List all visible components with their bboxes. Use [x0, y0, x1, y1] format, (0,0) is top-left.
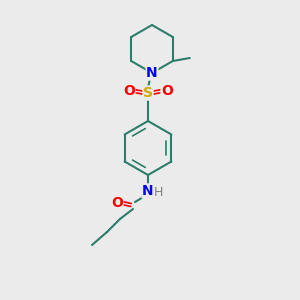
- Text: N: N: [142, 184, 154, 198]
- Text: N: N: [146, 66, 158, 80]
- Text: O: O: [161, 84, 173, 98]
- Text: O: O: [123, 84, 135, 98]
- Text: H: H: [153, 185, 163, 199]
- Text: O: O: [111, 196, 123, 210]
- Text: S: S: [143, 86, 153, 100]
